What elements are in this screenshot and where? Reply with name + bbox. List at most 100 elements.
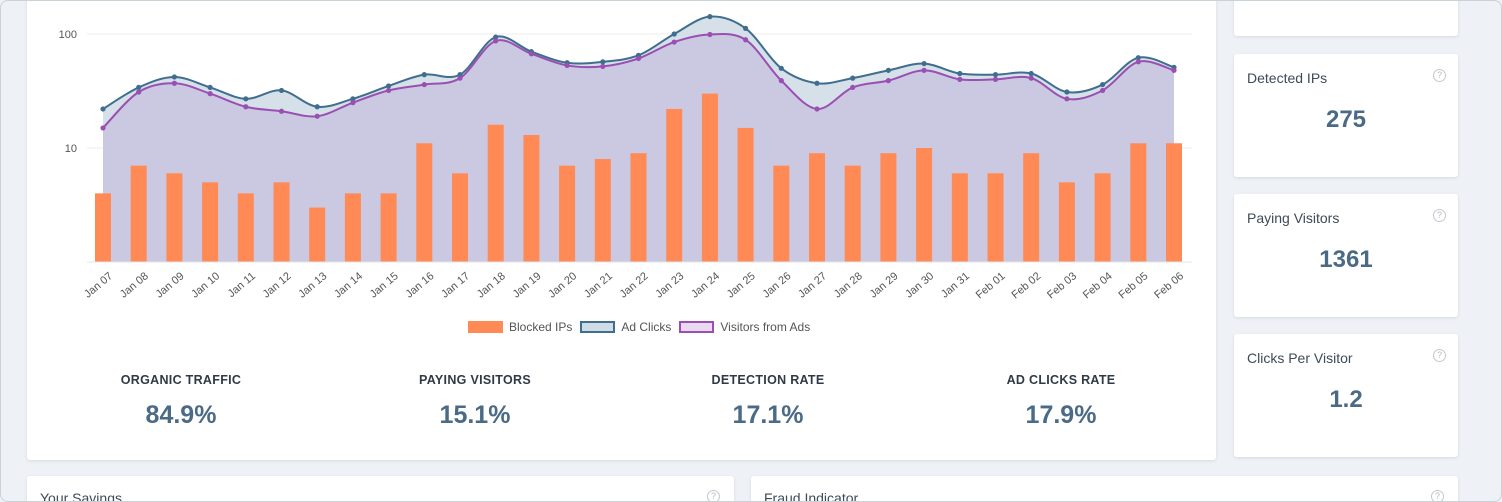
ad-clicks-point [671,31,677,37]
ad-clicks-point [314,104,320,110]
bar-blocked-ips [344,193,361,262]
bar-blocked-ips [309,207,326,262]
stat-label: ORGANIC TRAFFIC [120,373,242,387]
bar-blocked-ips [95,193,111,262]
y-tick-label: 10 [65,143,77,155]
bar-blocked-ips [380,193,397,262]
bar-blocked-ips [916,148,933,262]
stat-value: 17.9% [1025,401,1097,429]
legend-item-blocked-ips[interactable]: Blocked IPs [468,320,572,334]
bar-blocked-ips [130,165,147,262]
bar-blocked-ips [559,165,576,262]
legend-swatch-visitors-from-ads [679,321,715,333]
card-title: Your Savings [40,490,122,502]
visitors-from-ads-point [421,81,427,88]
x-tick-label: Jan 26 [760,270,793,300]
ad-clicks-point [814,80,820,86]
x-tick-label: Jan 27 [796,270,829,300]
legend-label-ad-clicks: Ad Clicks [621,320,672,334]
x-tick-label: Jan 12 [261,270,294,300]
bar-blocked-ips [844,165,861,262]
chart-legend: Blocked IPs Ad Clicks Visitors from Ads [468,320,810,334]
x-tick-label: Jan 31 [939,270,972,300]
visitors-from-ads-point [207,91,213,97]
bar-blocked-ips [701,93,718,262]
visitors-from-ads-point [1028,75,1034,81]
ad-clicks-point [278,87,285,94]
bar-blocked-ips [1058,182,1075,262]
ad-clicks-point [243,96,249,102]
bar-blocked-ips [880,153,897,262]
visitors-from-ads-point [171,80,177,86]
side-card-title: Detected IPs [1247,70,1328,86]
bar-blocked-ips [273,182,290,262]
visitors-from-ads-point [278,108,285,114]
x-tick-label: Jan 13 [296,270,329,300]
x-tick-label: Jan 09 [154,270,187,300]
bar-blocked-ips [487,124,504,262]
bar-blocked-ips [166,173,183,262]
x-tick-label: Jan 18 [475,270,508,300]
ad-clicks-point [171,74,177,80]
x-tick-label: Feb 02 [1009,270,1043,301]
visitors-from-ads-point [1100,87,1106,94]
bar-blocked-ips [237,193,254,262]
legend-item-ad-clicks[interactable]: Ad Clicks [580,320,671,334]
visitors-from-ads-point [671,39,677,45]
ad-clicks-point [421,72,427,78]
summary-stats: ORGANIC TRAFFIC 84.9% PAYING VISITORS 15… [27,373,1216,443]
ad-clicks-point [350,96,356,102]
ad-clicks-point [136,84,142,91]
stat-label: DETECTION RATE [711,373,825,387]
legend-item-visitors-from-ads[interactable]: Visitors from Ads [679,320,810,334]
bar-blocked-ips [809,153,825,262]
visitors-from-ads-point [778,78,784,84]
x-tick-label: Jan 20 [546,270,579,300]
x-tick-label: Jan 23 [653,270,686,300]
x-tick-label: Jan 14 [332,270,365,300]
side-card-value: 275 [1325,106,1367,133]
x-tick-label: Jan 07 [82,270,115,300]
stat-label: AD CLICKS RATE [1006,373,1116,387]
x-tick-label: Jan 08 [118,270,151,300]
traffic-chart-card: 100 10 Jan 07 Jan 08 Jan 09 Jan 10 Jan 11 Jan 1… [27,0,1216,460]
stat-value: 17.1% [732,401,804,429]
help-icon[interactable]: ? [707,490,720,502]
stat-value: 15.1% [439,401,511,429]
x-tick-label: Jan 17 [439,270,472,300]
x-tick-label: Jan 16 [403,270,436,300]
bar-blocked-ips [452,173,468,262]
fraud-indicator-card: Fraud Indicator ? [751,476,1458,502]
ad-clicks-point [885,67,892,73]
bar-blocked-ips [951,173,968,262]
visitors-from-ads-point [635,55,642,62]
ad-clicks-point [778,65,784,71]
bar-blocked-ips [737,127,754,262]
help-icon[interactable]: ? [1433,69,1446,82]
side-card-clicks-per-visitor: Clicks Per Visitor ? 1.2 [1234,334,1458,457]
x-tick-label: Jan 11 [226,270,258,300]
stat-ad-clicks-rate: AD CLICKS RATE 17.9% [931,373,1191,430]
x-tick-label: Jan 21 [582,270,615,300]
legend-label-visitors-from-ads: Visitors from Ads [720,320,811,334]
visitors-from-ads-point [350,100,356,106]
bar-blocked-ips [666,108,683,263]
visitors-from-ads-point [243,104,249,110]
ad-clicks-point [600,59,606,65]
visitors-from-ads-point [314,113,320,119]
ad-clicks-point [1135,55,1141,61]
side-card-paying-visitors: Paying Visitors ? 1361 [1234,194,1458,317]
bar-blocked-ips [1166,143,1182,262]
side-card-title: Paying Visitors [1247,210,1340,226]
x-tick-label: Feb 01 [974,270,1008,301]
visitors-from-ads-point [100,125,106,131]
visitors-from-ads-point [457,75,463,81]
ad-clicks-point [1028,70,1034,77]
ad-clicks-point [992,72,999,78]
help-icon[interactable]: ? [1431,490,1444,502]
bar-blocked-ips [987,173,1004,262]
help-icon[interactable]: ? [1433,209,1446,222]
visitors-from-ads-point [921,67,927,73]
help-icon[interactable]: ? [1433,349,1446,362]
stat-value: 84.9% [145,401,217,429]
